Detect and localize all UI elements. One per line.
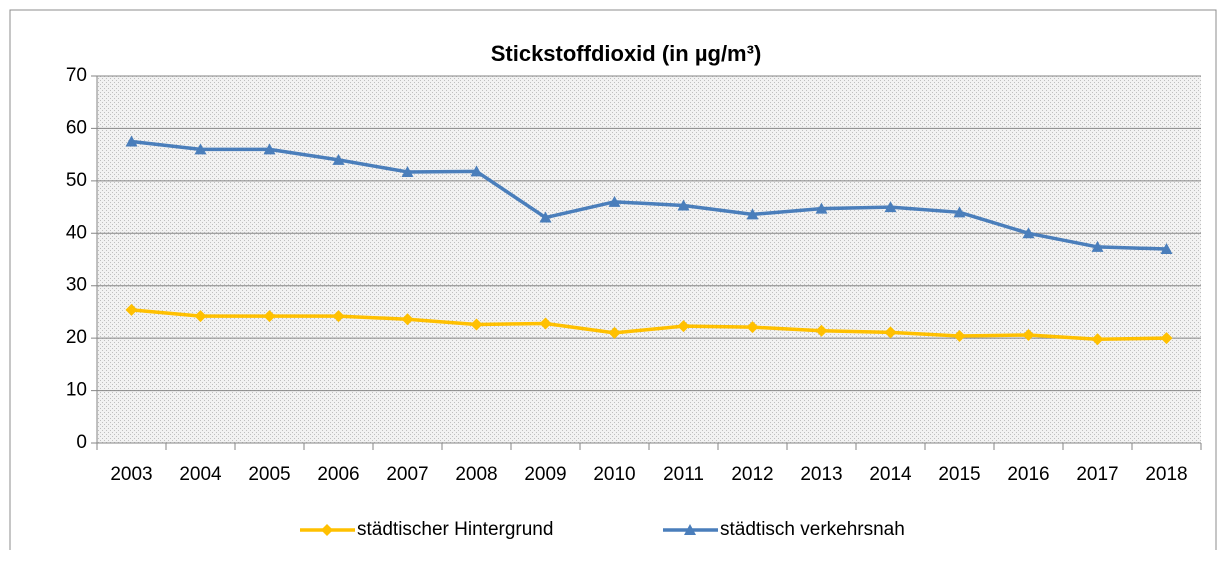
x-tick-label: 2004 (179, 464, 222, 485)
legend-label: städtisch verkehrsnah (720, 519, 905, 540)
data-point (608, 326, 621, 339)
y-tick-label: 50 (66, 170, 87, 191)
data-point (194, 310, 207, 323)
x-tick-label: 2014 (869, 464, 912, 485)
data-point (1160, 332, 1173, 345)
data-point (677, 320, 690, 333)
x-tick-label: 2005 (248, 464, 290, 485)
data-point (1091, 333, 1104, 346)
data-point (815, 202, 828, 214)
data-point (884, 201, 897, 213)
x-tick-label: 2007 (386, 464, 428, 485)
series-line (131, 139, 1167, 251)
data-point (470, 318, 483, 331)
data-point (815, 324, 828, 337)
legend-marker (321, 524, 333, 536)
data-point (884, 326, 897, 339)
x-tick-label: 2009 (524, 464, 566, 485)
x-tick-label: 2003 (110, 464, 152, 485)
y-tick-label: 10 (66, 380, 87, 401)
data-point (746, 208, 759, 220)
data-point (125, 135, 138, 147)
x-tick-label: 2006 (317, 464, 359, 485)
data-point (401, 313, 414, 326)
x-tick-label: 2016 (1007, 464, 1049, 485)
data-point (953, 206, 966, 218)
data-point (1022, 227, 1035, 239)
plot-area (97, 76, 1201, 443)
x-tick-label: 2018 (1145, 464, 1187, 485)
y-tick-label: 30 (66, 275, 87, 296)
data-point (332, 153, 345, 165)
series-line (131, 308, 1167, 341)
chart-frame (9, 9, 1217, 550)
data-point (677, 199, 690, 211)
data-point (263, 310, 276, 323)
data-point (608, 195, 621, 207)
legend-label: städtischer Hintergrund (357, 519, 553, 540)
data-point (953, 330, 966, 343)
x-tick-label: 2013 (800, 464, 842, 485)
y-tick-label: 60 (66, 117, 87, 138)
chart-title: Stickstoffdioxid (in µg/m³) (491, 41, 762, 66)
y-tick-label: 70 (66, 65, 87, 86)
data-point (539, 211, 552, 223)
x-tick-label: 2017 (1076, 464, 1118, 485)
data-point (194, 143, 207, 155)
data-point (263, 143, 276, 155)
data-point (539, 317, 552, 330)
data-point (1022, 328, 1035, 341)
legend-marker (684, 524, 696, 535)
data-point (1160, 243, 1173, 255)
y-tick-label: 20 (66, 327, 87, 348)
data-point (746, 321, 759, 334)
x-tick-label: 2015 (938, 464, 980, 485)
x-tick-label: 2008 (455, 464, 497, 485)
x-tick-label: 2010 (593, 464, 635, 485)
data-point (125, 303, 138, 316)
y-tick-label: 40 (66, 222, 87, 243)
data-point (1091, 240, 1104, 252)
x-tick-label: 2012 (731, 464, 773, 485)
y-tick-label: 0 (76, 432, 87, 453)
x-tick-label: 2011 (663, 464, 704, 485)
data-point (470, 165, 483, 177)
data-point (401, 165, 414, 177)
data-point (332, 310, 345, 323)
